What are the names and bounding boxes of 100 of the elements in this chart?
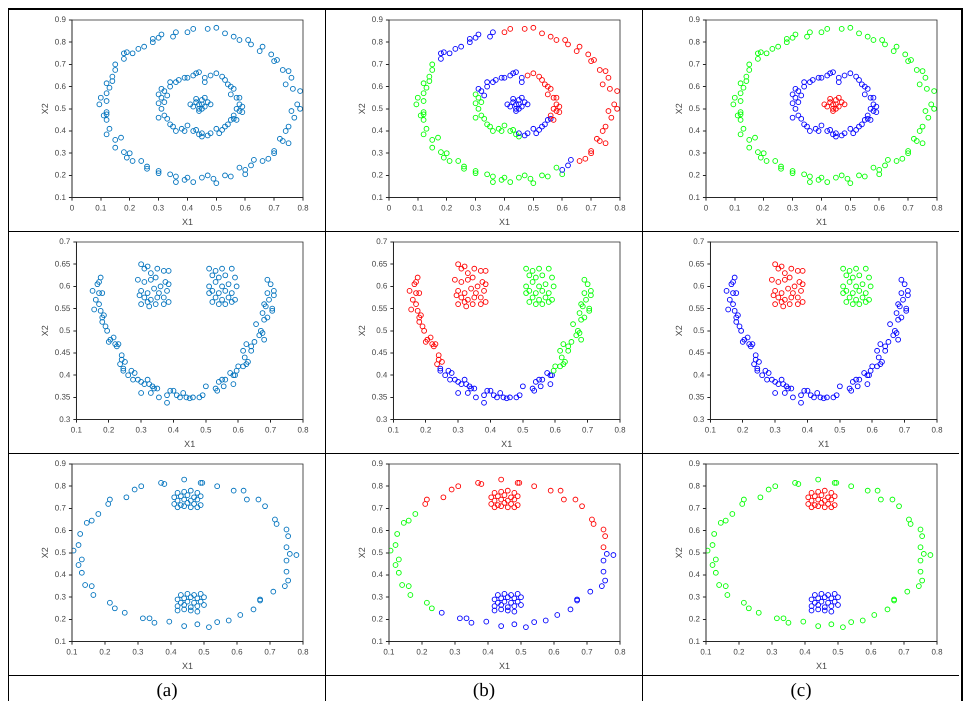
point	[808, 498, 814, 504]
point	[468, 620, 474, 626]
y-tick-label: 0.5	[54, 104, 66, 114]
point	[853, 266, 859, 272]
point	[478, 88, 484, 94]
point	[790, 290, 796, 296]
point	[722, 518, 729, 524]
point	[472, 170, 478, 176]
point	[539, 376, 546, 382]
point	[818, 598, 824, 604]
y-tick-label: 0.8	[372, 481, 384, 490]
x-tick-label: 0.6	[866, 426, 878, 435]
point	[766, 486, 772, 492]
point	[602, 124, 608, 130]
point	[607, 86, 613, 92]
point	[827, 99, 833, 105]
point	[442, 372, 448, 378]
point	[772, 288, 778, 294]
point	[812, 592, 818, 598]
point	[600, 568, 606, 575]
point	[565, 162, 571, 168]
point	[576, 44, 582, 50]
y-tick-label: 0.8	[688, 481, 700, 490]
point	[444, 150, 450, 156]
point	[796, 99, 802, 105]
point	[455, 261, 461, 268]
y-tick-label: 0.55	[688, 304, 705, 313]
point	[508, 600, 514, 606]
x-tick-label: 0.3	[153, 204, 165, 213]
point	[490, 79, 496, 86]
point	[476, 86, 482, 92]
point	[908, 521, 914, 527]
point	[550, 368, 556, 374]
point	[474, 284, 480, 290]
point	[600, 82, 606, 88]
x-tick-label: 0.3	[132, 648, 144, 657]
point	[890, 496, 896, 502]
point	[582, 276, 588, 283]
point	[500, 394, 506, 400]
point	[896, 503, 902, 510]
point	[466, 383, 472, 390]
point	[800, 299, 806, 305]
point	[482, 299, 488, 305]
point	[439, 359, 445, 365]
point	[424, 600, 430, 606]
point	[596, 67, 603, 73]
point	[808, 603, 814, 609]
x-tick-label: 0.2	[103, 426, 115, 435]
point	[874, 488, 880, 494]
point	[816, 74, 822, 81]
point	[812, 600, 818, 606]
point	[464, 390, 471, 396]
y-tick-label: 0.7	[54, 504, 66, 513]
y-tick-label: 0.7	[688, 504, 700, 513]
point	[424, 336, 430, 343]
point	[546, 266, 552, 272]
point	[871, 612, 878, 618]
point	[462, 299, 468, 305]
point	[862, 117, 868, 123]
point	[583, 296, 589, 303]
point	[488, 501, 494, 507]
point	[455, 379, 461, 385]
point	[481, 392, 487, 398]
point	[600, 558, 606, 564]
point	[478, 301, 484, 308]
point	[800, 618, 806, 624]
point	[475, 480, 481, 486]
point	[490, 392, 497, 398]
point	[430, 343, 437, 350]
point	[816, 128, 822, 134]
y-tick-label: 0.3	[376, 414, 388, 424]
point	[815, 595, 822, 602]
point	[769, 276, 775, 283]
point	[494, 394, 500, 400]
point	[778, 264, 784, 270]
point	[528, 176, 534, 182]
point	[706, 548, 710, 554]
point	[554, 612, 560, 618]
point	[536, 74, 542, 80]
point	[810, 77, 816, 83]
point	[550, 284, 556, 290]
point	[498, 496, 504, 502]
point	[429, 67, 436, 73]
point	[596, 138, 603, 144]
point	[424, 496, 430, 502]
point	[558, 488, 564, 494]
point	[504, 395, 510, 402]
point	[578, 301, 584, 308]
point	[556, 104, 562, 110]
y-tick-label: 0.2	[54, 170, 66, 180]
y-tick-label: 0.65	[54, 259, 71, 268]
point	[420, 98, 426, 104]
point	[792, 94, 798, 101]
point	[782, 276, 788, 283]
x-tick-label: 0.4	[816, 204, 828, 213]
point	[512, 608, 518, 614]
point	[514, 502, 521, 508]
point	[906, 516, 912, 522]
y-tick-label: 0.9	[688, 459, 700, 468]
point	[712, 556, 719, 562]
